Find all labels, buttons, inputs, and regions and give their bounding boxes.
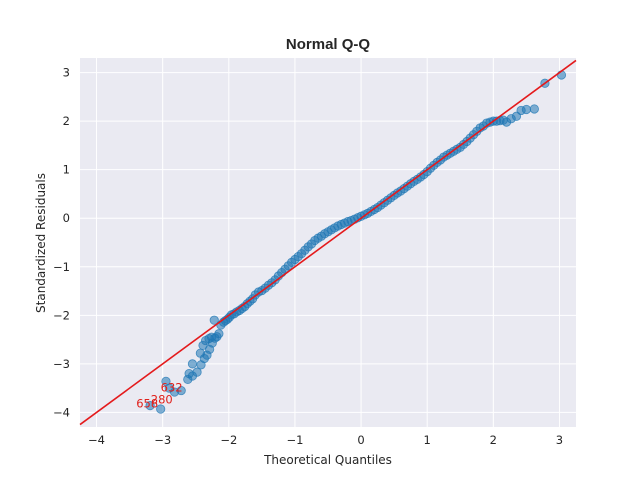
data-point — [195, 348, 205, 358]
y-axis-label: Standardized Residuals — [34, 173, 48, 313]
x-axis-label: Theoretical Quantiles — [263, 453, 392, 467]
data-point — [209, 315, 219, 325]
y-tick-label: 0 — [63, 211, 70, 225]
x-tick-label: −1 — [286, 433, 303, 447]
y-tick-label: −2 — [53, 308, 70, 322]
data-point — [207, 332, 217, 342]
data-point — [156, 404, 166, 414]
x-tick-label: −3 — [154, 433, 171, 447]
x-tick-label: 1 — [424, 433, 431, 447]
y-tick-label: 1 — [63, 163, 70, 177]
x-tick-label: 0 — [357, 433, 364, 447]
y-tick-labels: −4 −3 −2 −1 0 1 2 3 — [53, 66, 70, 420]
y-tick-label: −1 — [53, 260, 70, 274]
x-tick-labels: −4 −3 −2 −1 0 1 2 3 — [88, 433, 563, 447]
x-tick-label: −4 — [88, 433, 105, 447]
x-tick-label: 2 — [490, 433, 497, 447]
reference-line — [79, 59, 577, 426]
data-point — [184, 368, 194, 379]
data-point — [521, 104, 532, 115]
data-point — [164, 383, 174, 393]
reference-line-group — [79, 59, 577, 426]
y-tick-label: −3 — [53, 357, 70, 371]
x-tick-label: 3 — [556, 433, 563, 447]
point-annotation: 280 — [151, 393, 173, 407]
point-annotation: 658 — [136, 397, 158, 411]
chart-title: Normal Q-Q — [286, 36, 371, 53]
x-tick-label: −2 — [220, 433, 237, 447]
data-point — [145, 401, 155, 411]
data-point — [176, 385, 186, 396]
data-point — [529, 104, 539, 114]
y-tick-label: 2 — [63, 114, 70, 128]
y-tick-label: 3 — [63, 66, 70, 80]
point-annotation: 632 — [161, 381, 183, 395]
gridlines — [80, 58, 576, 427]
y-tick-label: −4 — [53, 405, 70, 419]
data-point — [187, 359, 198, 369]
